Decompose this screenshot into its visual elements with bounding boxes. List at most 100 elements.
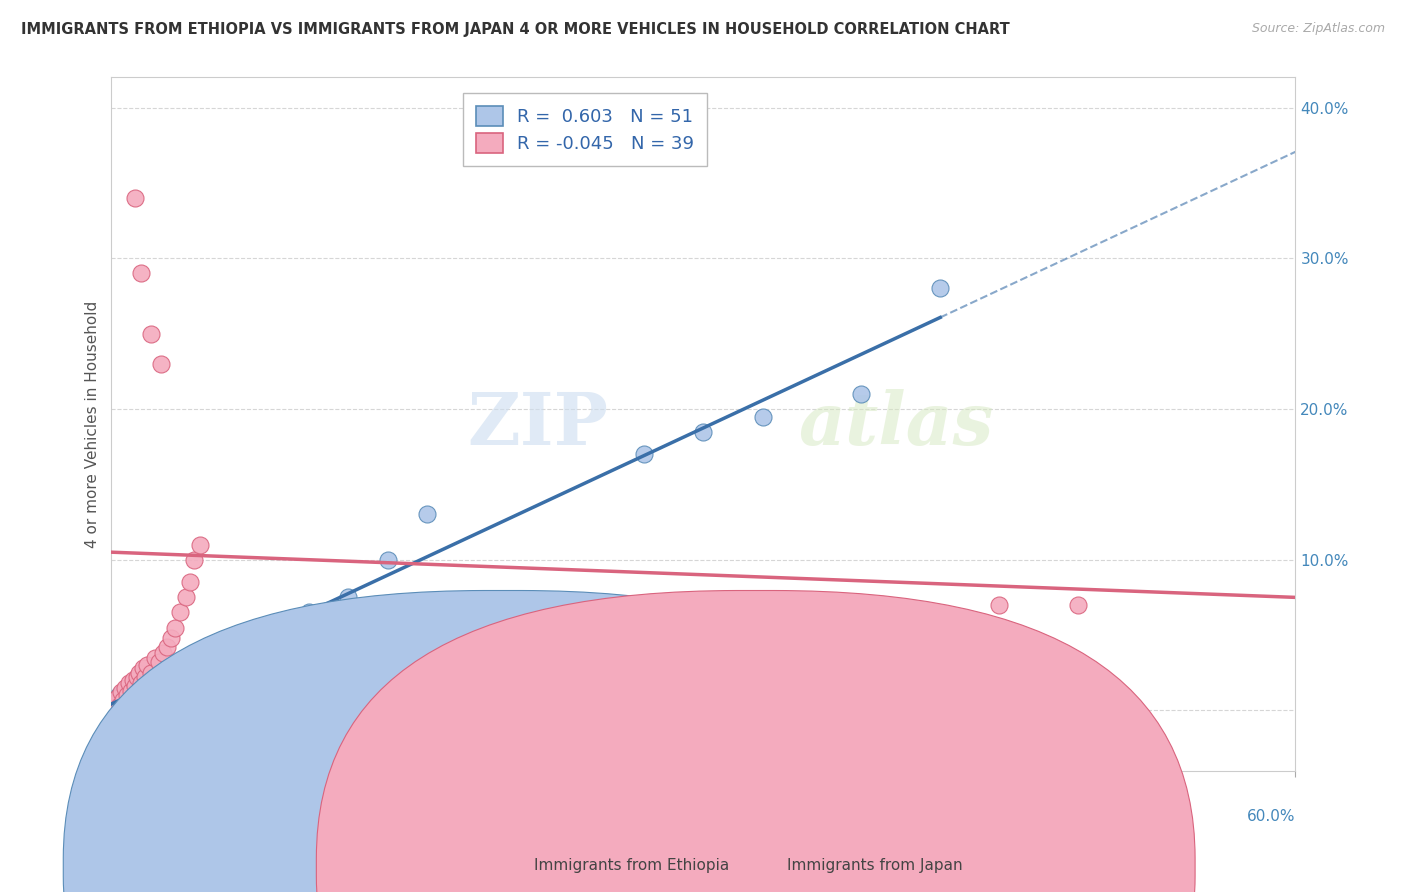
Point [115, 685, 138, 699]
Point [118, 696, 141, 710]
Point [104, 696, 127, 710]
Text: 0.0%: 0.0% [111, 809, 150, 824]
Text: Immigrants from Ethiopia: Immigrants from Ethiopia [534, 858, 730, 872]
Point [183, 650, 205, 665]
Point [146, 676, 169, 690]
Point [134, 670, 156, 684]
Point [988, 598, 1011, 612]
Point [124, 689, 146, 703]
Point [163, 669, 186, 683]
Point [152, 674, 174, 689]
Point [105, 700, 128, 714]
Point [125, 694, 148, 708]
Point [138, 693, 160, 707]
Point [110, 685, 132, 699]
Point [159, 672, 181, 686]
Text: Immigrants from Japan: Immigrants from Japan [787, 858, 963, 872]
Point [105, 691, 128, 706]
Point [120, 683, 142, 698]
Point [851, 387, 873, 401]
Point [112, 693, 135, 707]
Point [337, 591, 360, 605]
Point [134, 673, 156, 688]
Point [156, 678, 179, 692]
Point [120, 681, 142, 695]
Point [929, 281, 952, 295]
Point [218, 640, 240, 654]
Point [208, 643, 231, 657]
Point [128, 676, 150, 690]
Point [163, 621, 186, 635]
Y-axis label: 4 or more Vehicles in Household: 4 or more Vehicles in Household [86, 301, 100, 548]
Point [751, 409, 773, 424]
Point [122, 673, 145, 688]
Point [187, 659, 209, 673]
Text: IMMIGRANTS FROM ETHIOPIA VS IMMIGRANTS FROM JAPAN 4 OR MORE VEHICLES IN HOUSEHOL: IMMIGRANTS FROM ETHIOPIA VS IMMIGRANTS F… [21, 22, 1010, 37]
Point [148, 655, 170, 669]
Text: atlas: atlas [799, 389, 994, 459]
Point [143, 687, 166, 701]
Point [136, 658, 159, 673]
Point [132, 661, 155, 675]
Point [110, 693, 132, 707]
Point [139, 665, 162, 680]
Point [142, 679, 165, 693]
Point [367, 606, 389, 620]
Point [108, 698, 131, 713]
Point [198, 646, 221, 660]
Point [148, 670, 170, 684]
Text: Source: ZipAtlas.com: Source: ZipAtlas.com [1251, 22, 1385, 36]
Point [129, 676, 152, 690]
Point [156, 640, 179, 654]
Point [298, 606, 321, 620]
Legend: R =  0.603   N = 51, R = -0.045   N = 39: R = 0.603 N = 51, R = -0.045 N = 39 [463, 94, 707, 166]
Point [114, 691, 136, 706]
Point [114, 681, 136, 695]
Point [153, 665, 176, 680]
Point [416, 508, 439, 522]
Point [129, 685, 152, 699]
Point [125, 670, 148, 684]
Point [188, 538, 211, 552]
Point [159, 631, 181, 645]
Point [176, 665, 198, 679]
Point [172, 658, 194, 673]
Point [149, 357, 172, 371]
Point [122, 691, 145, 706]
Point [278, 613, 301, 627]
Point [179, 575, 201, 590]
Point [139, 326, 162, 341]
Text: 60.0%: 60.0% [1247, 809, 1295, 824]
Point [124, 679, 146, 693]
Text: ZIP: ZIP [468, 389, 609, 459]
Point [176, 591, 198, 605]
Point [124, 191, 146, 205]
Point [633, 613, 655, 627]
Point [143, 650, 166, 665]
Point [692, 425, 714, 439]
Point [149, 682, 172, 697]
Point [138, 681, 160, 695]
Point [115, 689, 138, 703]
Point [136, 681, 159, 695]
Point [259, 621, 281, 635]
Point [633, 447, 655, 461]
Point [132, 690, 155, 704]
Point [534, 613, 557, 627]
Point [112, 698, 135, 713]
Point [104, 696, 127, 710]
Point [238, 631, 260, 645]
Point [191, 654, 214, 668]
Point [167, 661, 190, 675]
Point [377, 552, 399, 566]
Point [139, 683, 162, 698]
Point [108, 689, 131, 703]
Point [179, 655, 201, 669]
Point [152, 646, 174, 660]
Point [1067, 598, 1090, 612]
Point [129, 266, 152, 280]
Point [169, 606, 191, 620]
Point [128, 665, 150, 680]
Point [183, 552, 205, 566]
Point [118, 676, 141, 690]
